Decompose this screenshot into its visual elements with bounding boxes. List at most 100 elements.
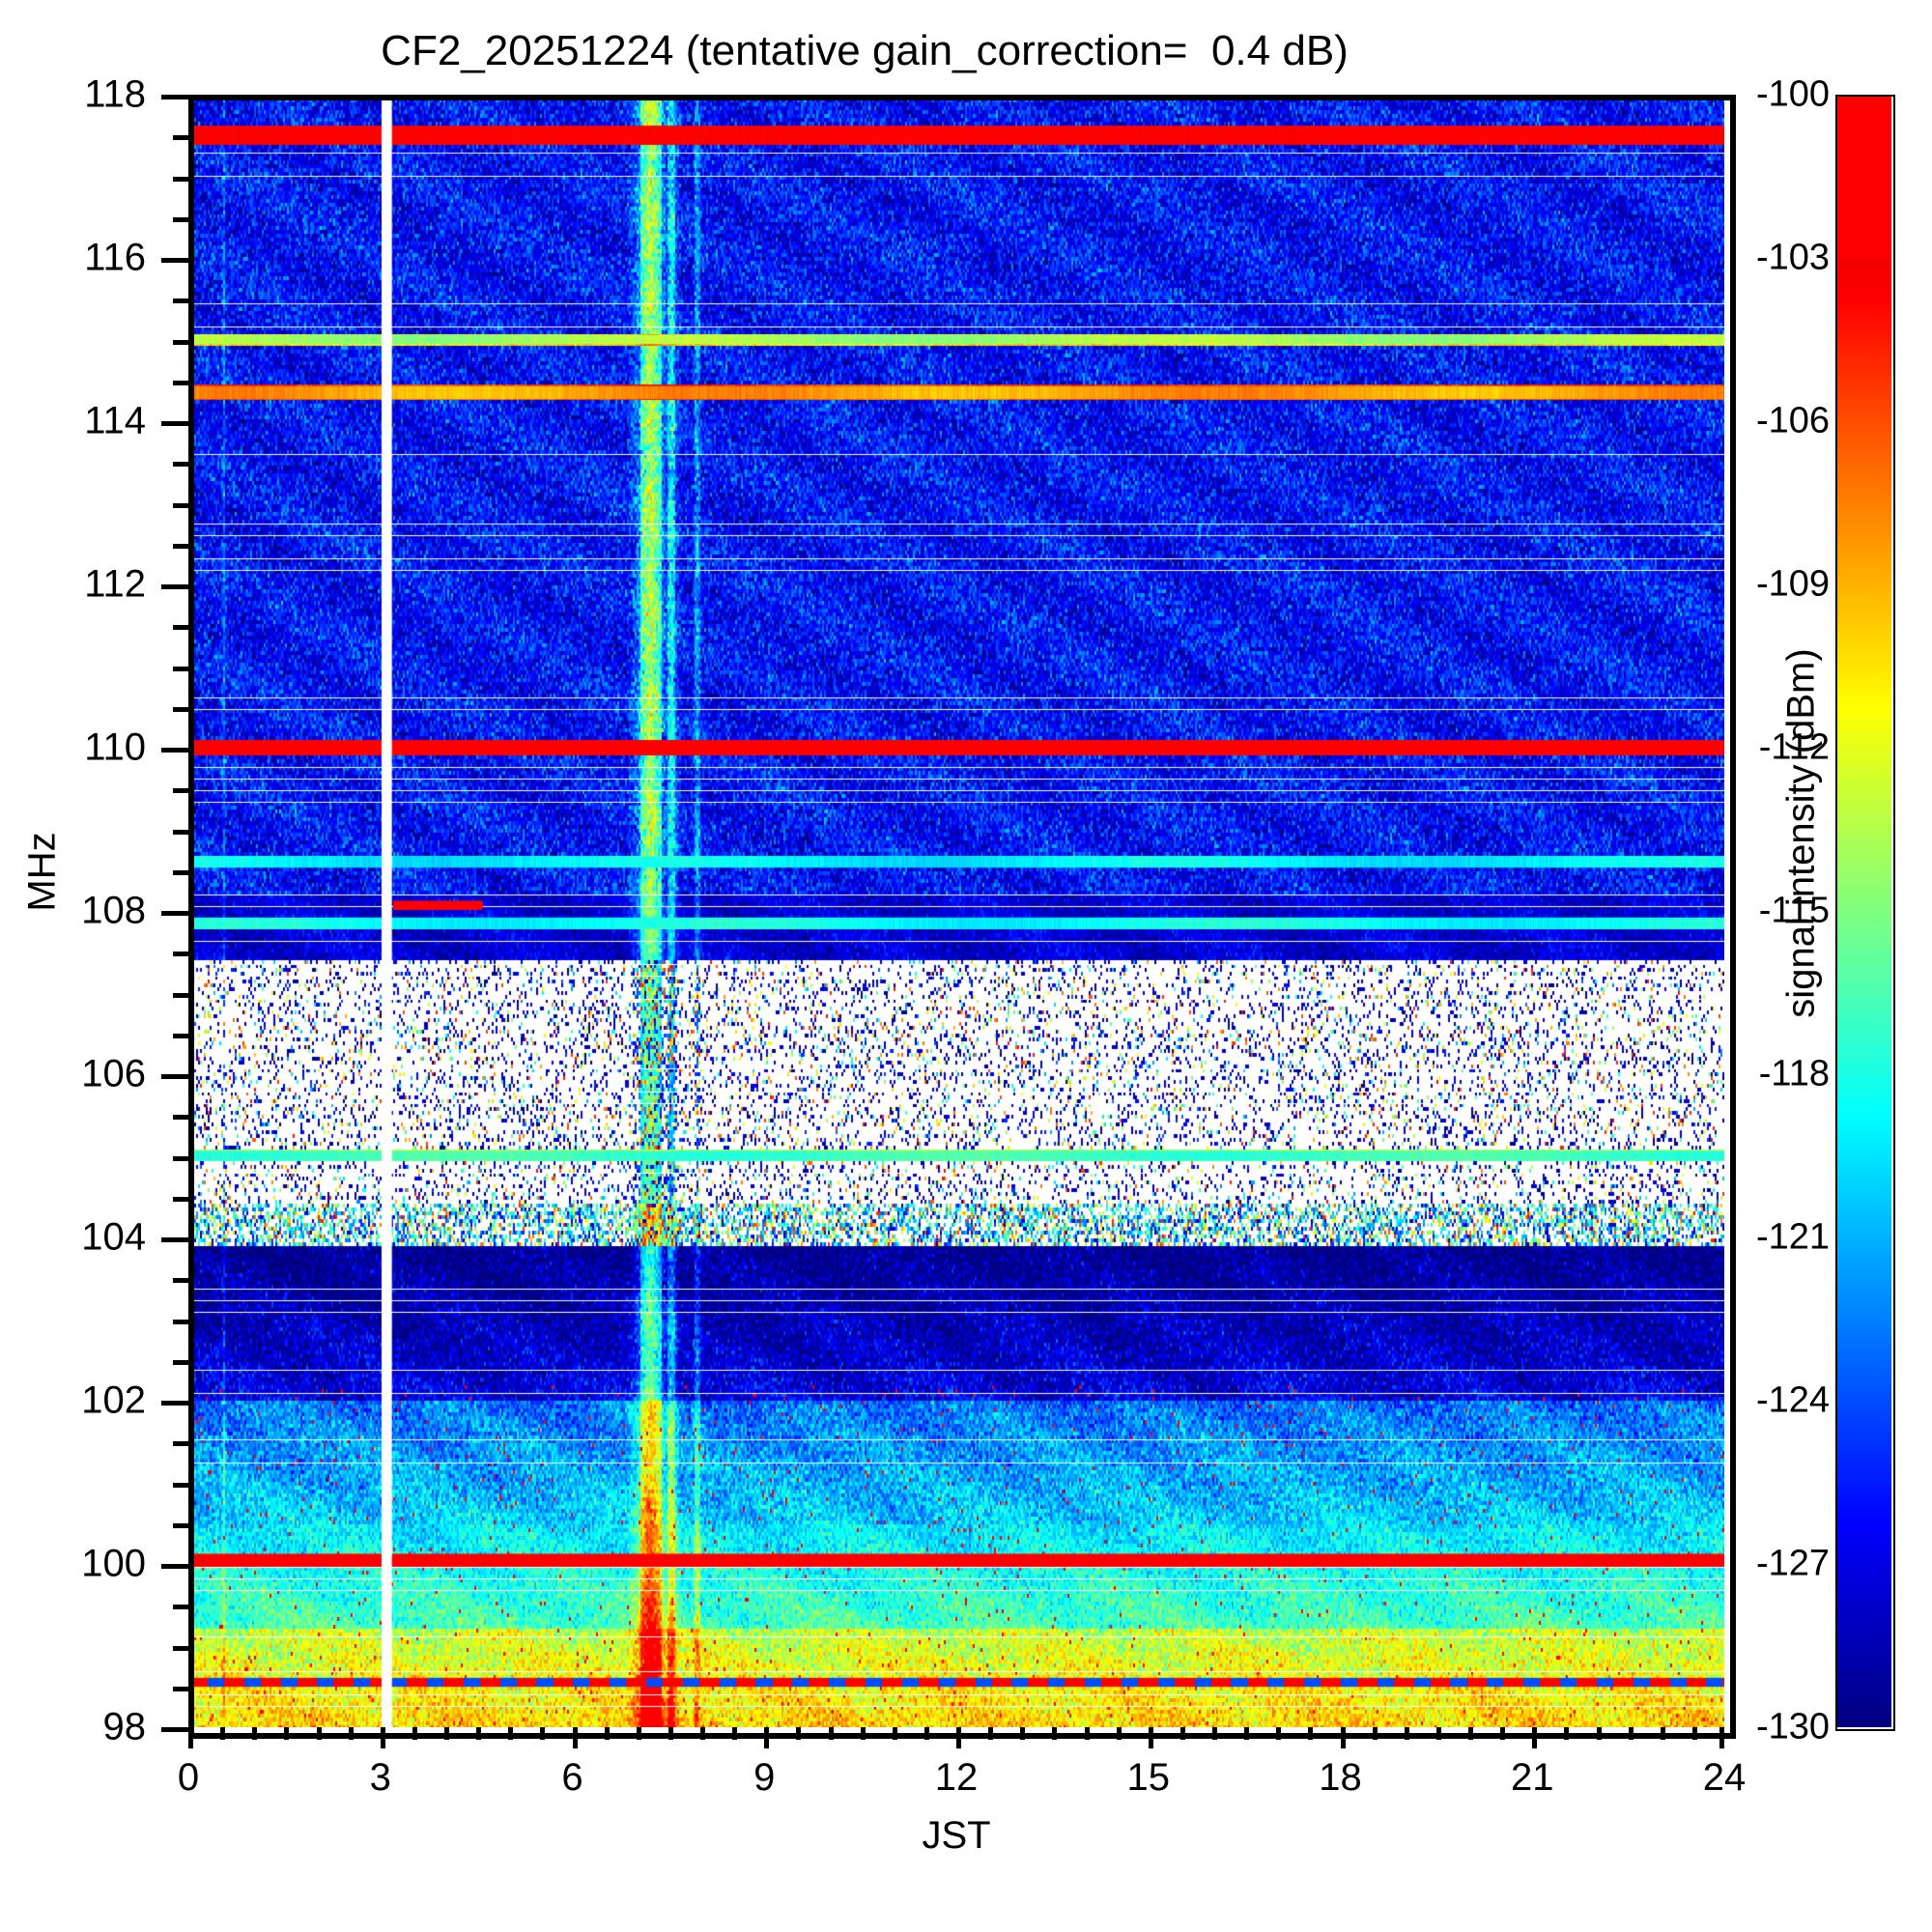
y-axis-tick-label: 98 [102,1705,147,1748]
spectrogram-plot-area[interactable] [188,95,1724,1727]
y-axis-major-tick [161,421,188,426]
y-axis-title: MHz [20,832,64,912]
x-axis-major-tick [1532,1727,1538,1748]
x-axis-minor-tick [732,1727,738,1740]
y-axis-minor-tick [173,1482,188,1488]
colorbar-ticks: -100 -103 -106 -109 -112 -115 -118 -121 -124 -127… [1729,74,1835,1747]
x-axis-tick-label: 21 [1511,1756,1554,1799]
colorbar-tick-label: -109 [1755,563,1830,605]
x-axis-minor-tick [796,1727,802,1740]
colorbar[interactable] [1835,95,1891,1727]
y-axis-minor-tick [173,502,188,508]
y-axis-major-tick [161,584,188,589]
y-axis-minor-tick [173,706,188,712]
colorbar-tick-label: -115 [1758,890,1830,931]
x-axis-major-tick [956,1727,961,1748]
y-axis-tick-label: 108 [81,889,146,932]
y-axis-major-tick [161,911,188,916]
x-axis-minor-tick [1052,1727,1058,1740]
x-axis-minor-tick [636,1727,641,1740]
x-axis-minor-tick [1020,1727,1026,1740]
colorbar-tick-label: -130 [1755,1706,1830,1747]
colorbar-tick-label: -121 [1755,1216,1830,1258]
y-axis: 98 100 102 104 106 108 110 112 114 116 118 [0,73,188,1748]
y-axis-minor-tick [173,380,188,385]
y-axis-major-tick [161,1237,188,1242]
colorbar-title: signal intensity (dBm) [1779,648,1823,1018]
y-axis-minor-tick [173,788,188,794]
spectrogram-canvas[interactable] [188,95,1724,1727]
x-axis-minor-tick [444,1727,449,1740]
colorbar-tick-label: -112 [1758,726,1830,768]
x-axis-major-tick [1148,1727,1153,1748]
x-axis-minor-tick [1404,1727,1409,1740]
x-axis-minor-tick [252,1727,258,1740]
y-axis-minor-tick [173,1278,188,1284]
colorbar-tick-label: -106 [1755,400,1830,441]
y-axis-tick-label: 116 [84,236,146,279]
y-axis-minor-tick [173,339,188,345]
x-axis-minor-tick [1564,1727,1570,1740]
x-axis-tick-label: 9 [753,1756,776,1799]
x-axis-minor-tick [1276,1727,1282,1740]
x-axis-tick-label: 6 [561,1756,583,1799]
y-axis-tick-label: 118 [84,72,146,116]
x-axis-minor-tick [892,1727,897,1740]
y-axis-minor-tick [173,298,188,304]
x-axis-minor-tick [412,1727,417,1740]
x-axis-minor-tick [348,1727,354,1740]
colorbar-tick-label: -124 [1755,1379,1830,1421]
x-axis-minor-tick [1084,1727,1090,1740]
y-axis-tick-label: 100 [81,1542,146,1585]
x-axis-minor-tick [1628,1727,1634,1740]
y-axis-tick-label: 114 [84,399,146,442]
y-axis-minor-tick [173,1033,188,1038]
x-axis-minor-tick [316,1727,322,1740]
y-axis-tick-label: 106 [81,1052,146,1095]
x-axis-tick-label: 0 [177,1756,200,1799]
x-axis-minor-tick [1244,1727,1250,1740]
y-axis-minor-tick [173,829,188,835]
colorbar-tick-label: -118 [1758,1053,1830,1094]
x-axis-minor-tick [988,1727,994,1740]
y-axis-tick-label: 104 [81,1215,146,1259]
y-axis-minor-tick [173,543,188,549]
y-axis-minor-tick [173,135,188,141]
x-axis-tick-label: 3 [369,1756,391,1799]
y-axis-minor-tick [173,1359,188,1365]
x-axis: 0 3 6 9 12 15 18 21 24 [178,1727,1746,1814]
x-axis-minor-tick [508,1727,514,1740]
x-axis-minor-tick [1660,1727,1665,1740]
y-axis-major-tick [161,1727,188,1732]
x-axis-tick-label: 15 [1126,1756,1171,1799]
x-axis-minor-tick [1596,1727,1602,1740]
y-axis-minor-tick [173,992,188,998]
colorbar-tick-label: -100 [1755,73,1830,115]
x-axis-minor-tick [1116,1727,1122,1740]
x-axis-major-tick [188,1727,193,1748]
x-axis-minor-tick [1500,1727,1506,1740]
y-axis-minor-tick [173,1441,188,1447]
x-axis-minor-tick [1179,1727,1185,1740]
page-title: CF2_20251224 (tentative gain_correction=… [381,27,1349,74]
x-axis-tick-label: 12 [934,1756,979,1799]
x-axis-minor-tick [604,1727,610,1740]
colorbar-canvas[interactable] [1835,95,1891,1727]
x-axis-minor-tick [860,1727,866,1740]
y-axis-tick-label: 110 [84,725,146,769]
y-axis-major-tick [161,1074,188,1079]
x-axis-minor-tick [220,1727,226,1740]
y-axis-minor-tick [173,869,188,875]
y-axis-minor-tick [173,1645,188,1651]
x-axis-minor-tick [668,1727,673,1740]
x-axis-minor-tick [923,1727,929,1740]
colorbar-tick-label: -103 [1755,237,1830,278]
x-axis-minor-tick [828,1727,834,1740]
y-axis-minor-tick [173,1196,188,1202]
y-axis-major-tick [161,1401,188,1406]
y-axis-minor-tick [173,1605,188,1610]
x-axis-minor-tick [700,1727,705,1740]
y-axis-major-tick [161,748,188,753]
y-axis-major-tick [161,1564,188,1569]
x-axis-minor-tick [1691,1727,1697,1740]
